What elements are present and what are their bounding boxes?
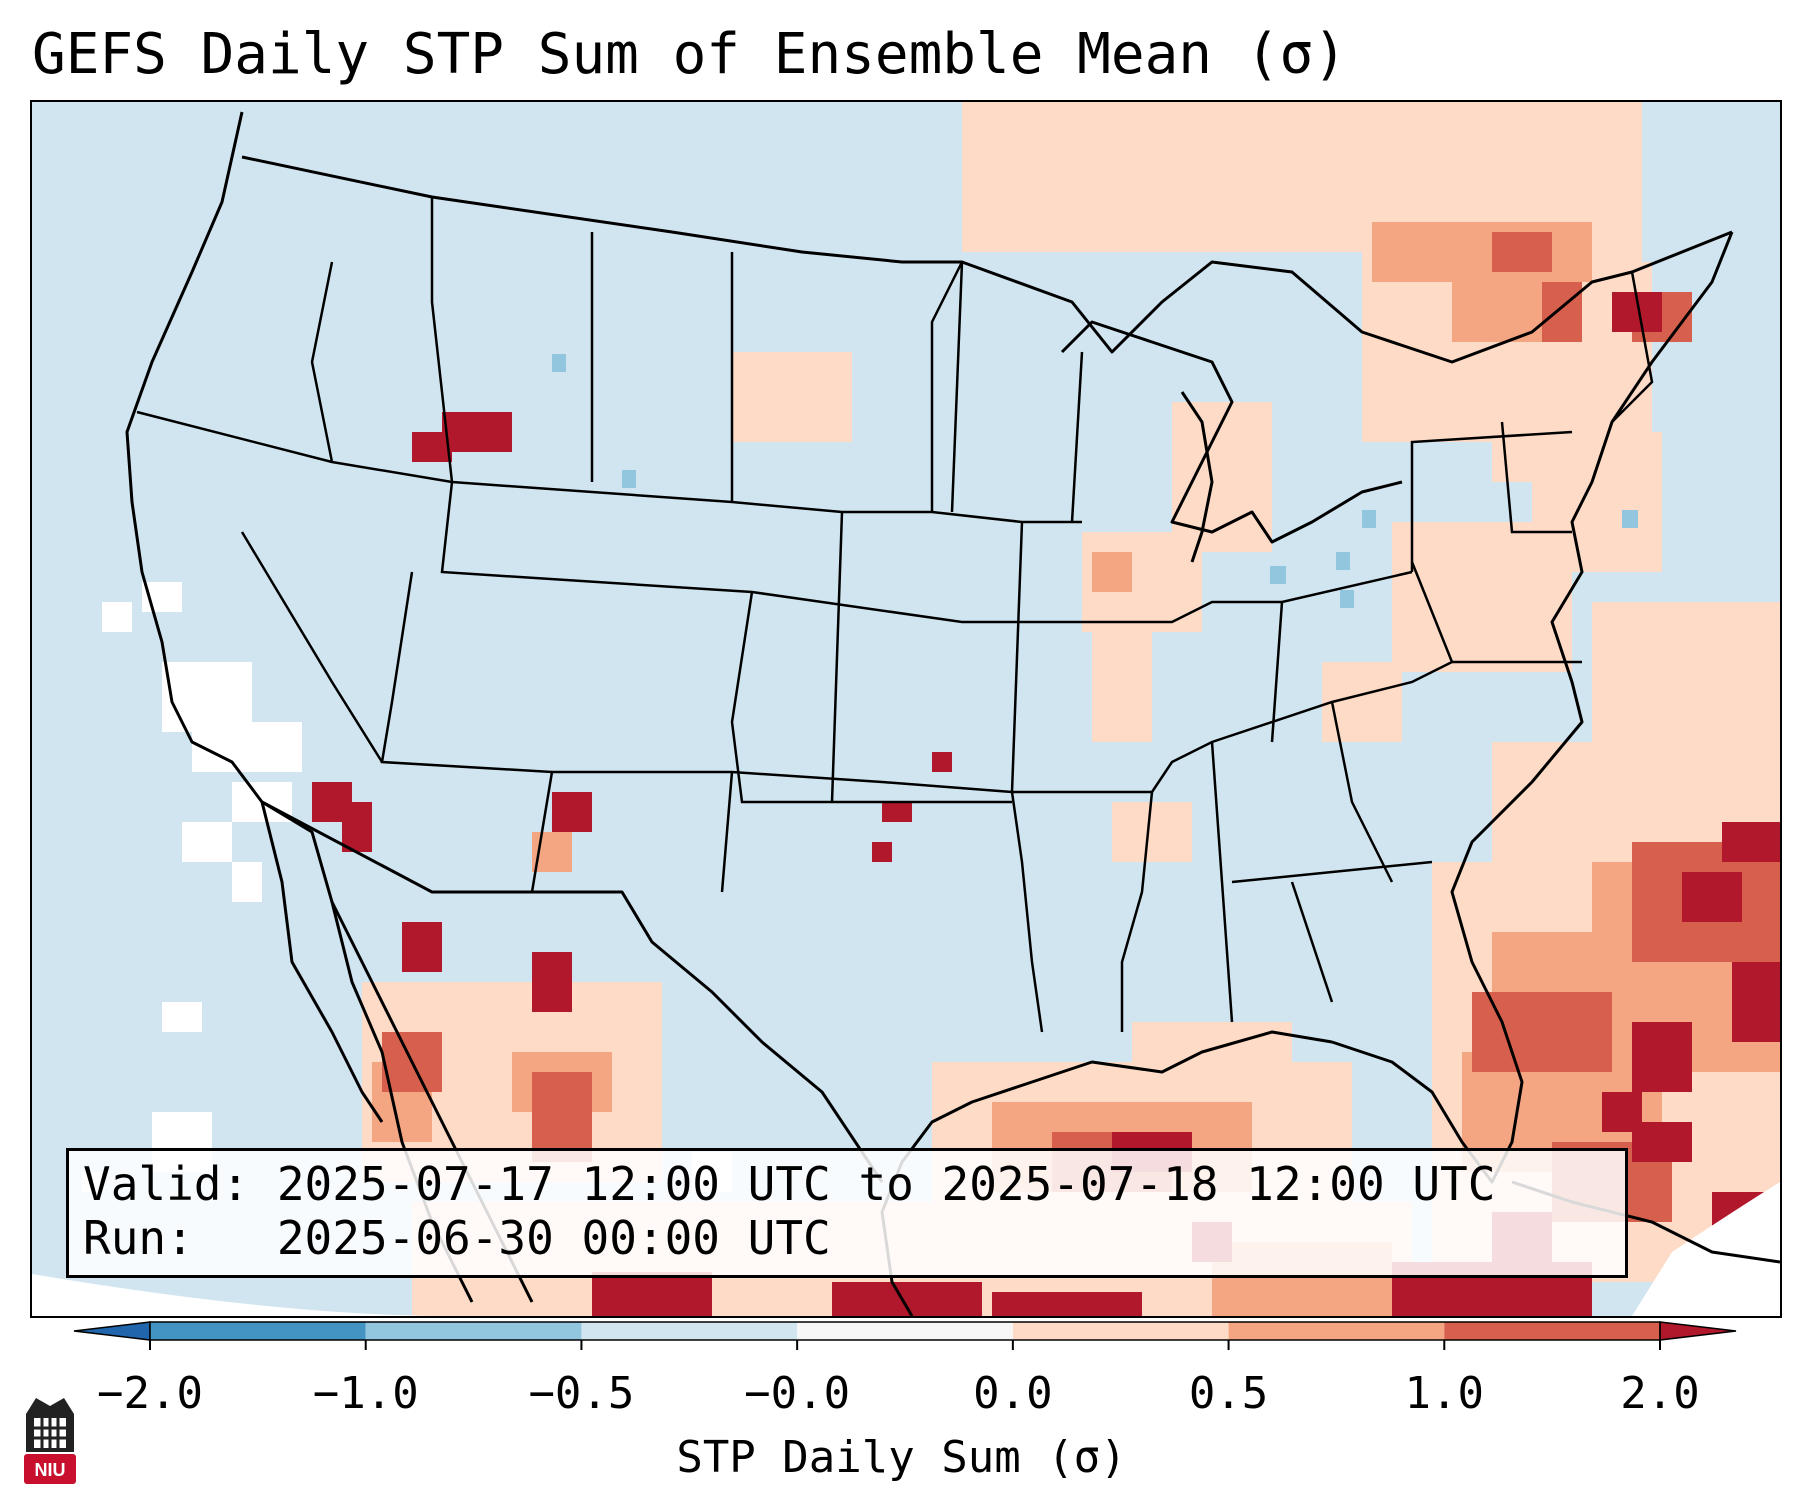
colorbar-tick-label: 0.0: [973, 1368, 1053, 1419]
colorbar-tick-label: 2.0: [1620, 1368, 1700, 1419]
colorbar-bin: [1228, 1322, 1445, 1340]
colorbar-tick-label: −1.0: [312, 1368, 419, 1419]
map-canvas: [32, 102, 1780, 1316]
colorbar-extend-high: [1659, 1321, 1737, 1341]
niu-logo-icon: NIU: [22, 1392, 78, 1486]
colorbar-tick-label: 1.0: [1404, 1368, 1485, 1419]
colorbar-bins: [73, 1321, 1737, 1350]
colorbar-bin: [1444, 1322, 1660, 1340]
colorbar-bin: [797, 1322, 1013, 1340]
colorbar-bin: [581, 1322, 798, 1340]
valid-time-text: Valid: 2025-07-17 12:00 UTC to 2025-07-1…: [83, 1157, 1496, 1211]
colorbar-label: STP Daily Sum (σ): [676, 1432, 1127, 1483]
logo-text: NIU: [35, 1460, 66, 1480]
colorbar-tick-label: −0.0: [744, 1368, 851, 1419]
colorbar-bin: [1012, 1322, 1229, 1340]
colorbar-outline: [149, 1321, 1661, 1341]
lake-michigan: [1180, 391, 1214, 563]
canada-us-border: [241, 155, 1733, 364]
valid-time-box: Valid: 2025-07-17 12:00 UTC to 2025-07-1…: [66, 1148, 1628, 1278]
map-panel: [30, 100, 1782, 1318]
us-mexico-border: [261, 800, 884, 1183]
colorbar-extend-low: [73, 1321, 151, 1341]
great-lakes: [1060, 320, 1403, 544]
projection-edge: [32, 1274, 452, 1316]
run-time-text: Run: 2025-06-30 00:00 UTC: [83, 1211, 831, 1265]
colorbar-bin: [365, 1322, 582, 1340]
colorbar-tick-label: −2.0: [97, 1368, 203, 1419]
colorbar-bin: [150, 1322, 366, 1340]
state-borders: [136, 197, 1654, 1033]
negative-patches: [552, 354, 1638, 608]
colorbar-tick-label: −0.5: [528, 1368, 635, 1419]
baja-peninsula: [260, 801, 384, 1123]
west-coastline: [125, 111, 474, 1303]
colorbar-tick-label: 0.5: [1188, 1368, 1269, 1419]
map-title: GEFS Daily STP Sum of Ensemble Mean (σ): [32, 22, 1347, 87]
